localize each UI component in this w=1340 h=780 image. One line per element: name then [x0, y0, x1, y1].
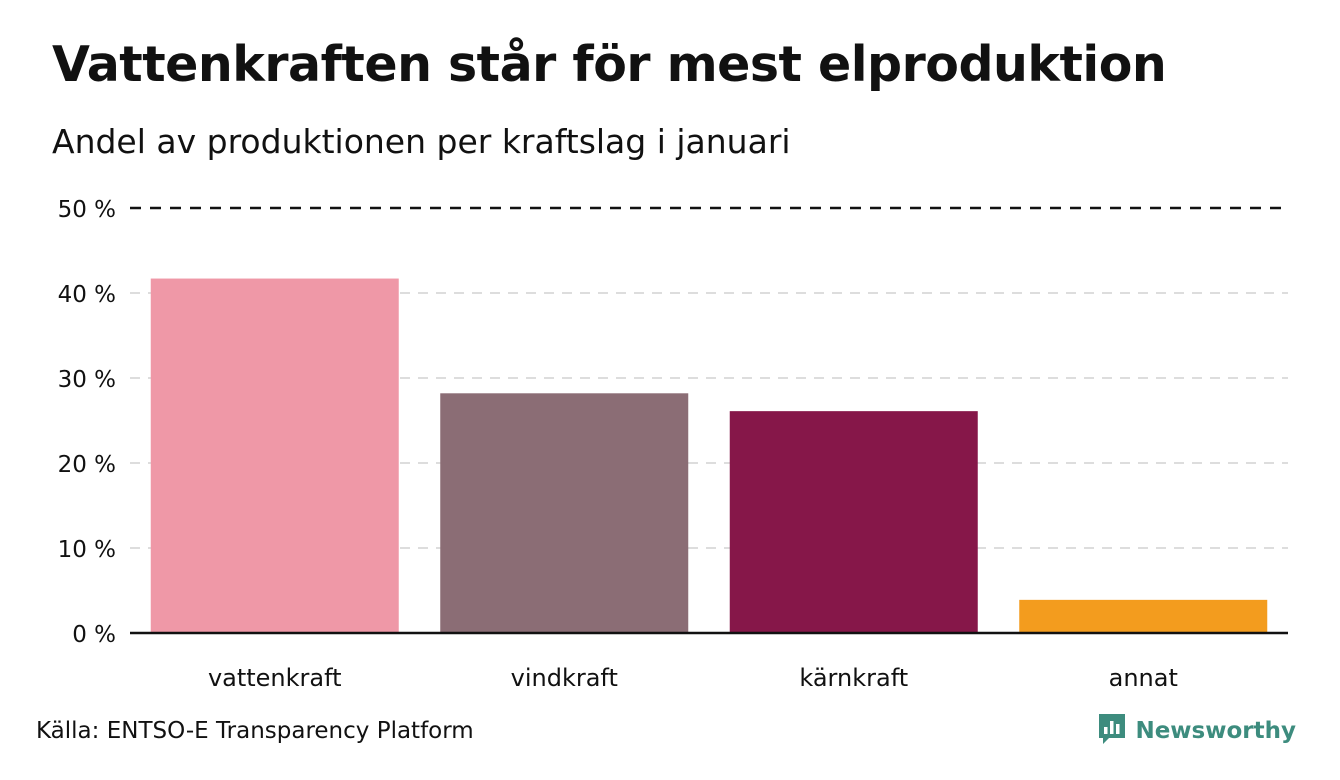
brand-logo: Newsworthy [1097, 712, 1296, 750]
bar-vindkraft [440, 393, 689, 633]
source-note: Källa: ENTSO-E Transparency Platform [36, 718, 474, 744]
y-tick-label: 40 % [58, 282, 116, 308]
chart-title: Vattenkraften står för mest elproduktion [52, 36, 1167, 93]
bars [150, 278, 1268, 633]
chart-subtitle: Andel av produktionen per kraftslag i ja… [52, 122, 791, 161]
y-tick-label: 10 % [58, 537, 116, 563]
bar-annat [1019, 599, 1268, 633]
newsworthy-logo-icon [1097, 712, 1127, 750]
bar-kärnkraft [729, 411, 978, 633]
gridlines [130, 206, 1288, 549]
y-tick-label: 50 % [58, 197, 116, 223]
x-tick-label: vindkraft [511, 664, 618, 692]
y-tick-labels: 0 % 10 % 20 % 30 % 40 % 50 % [58, 197, 116, 648]
y-tick-label: 20 % [58, 452, 116, 478]
y-tick-label: 0 % [72, 622, 116, 648]
bar-vattenkraft [150, 278, 399, 633]
x-tick-label: vattenkraft [208, 664, 342, 692]
x-tick-labels: vattenkraft vindkraft kärnkraft annat [208, 664, 1178, 692]
x-tick-label: annat [1109, 664, 1178, 692]
x-tick-label: kärnkraft [799, 664, 908, 692]
brand-name: Newsworthy [1135, 718, 1296, 744]
y-tick-label: 30 % [58, 367, 116, 393]
